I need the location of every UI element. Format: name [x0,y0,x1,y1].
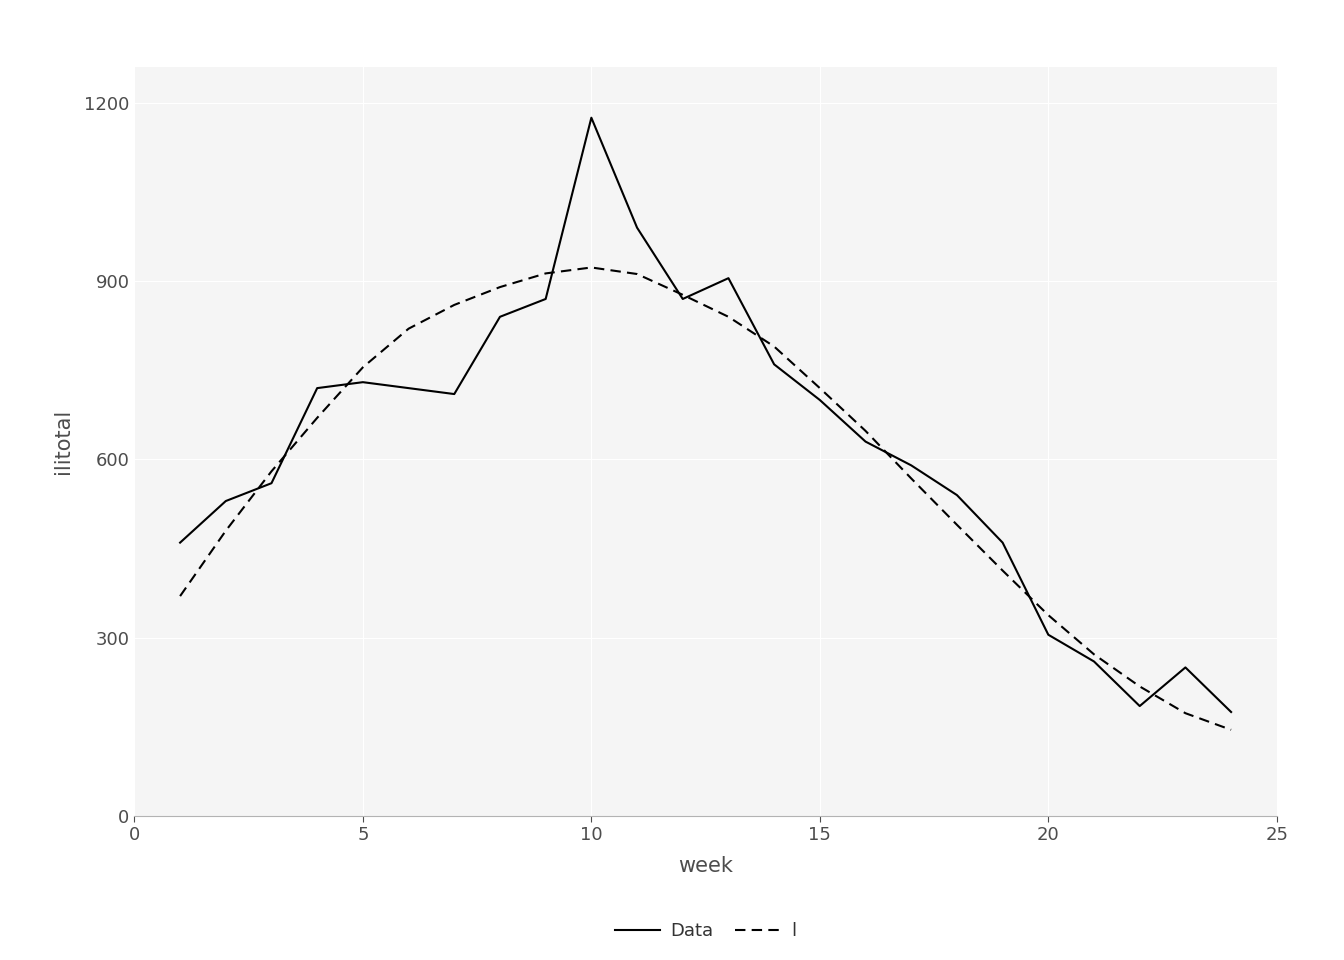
X-axis label: week: week [679,855,732,876]
Data [629,222,645,233]
l [629,268,645,279]
l [1177,708,1193,719]
Y-axis label: ilitotal: ilitotal [52,409,73,474]
Data [1132,700,1148,711]
Data [675,293,691,304]
l [812,382,828,394]
Data [263,477,280,489]
Data [1086,656,1102,667]
Data [812,395,828,406]
l [949,519,965,531]
l [1086,649,1102,660]
Data [401,382,417,394]
Data [1040,629,1056,640]
Data [995,537,1011,548]
Line: Data: Data [180,118,1231,712]
Data [1177,661,1193,673]
Data [949,490,965,501]
Data [720,273,737,284]
Data [857,436,874,447]
l [492,281,508,293]
l [446,300,462,311]
l [263,466,280,477]
l [355,362,371,373]
l [1040,610,1056,621]
Data [1223,707,1239,718]
Data [492,311,508,323]
l [675,289,691,300]
l [720,311,737,323]
Data [172,537,188,548]
l [401,323,417,334]
Legend: Data, l: Data, l [607,915,804,948]
Data [538,293,554,304]
l [766,341,782,352]
l [309,412,325,423]
Data [309,382,325,394]
Line: l: l [180,268,1231,730]
l [857,425,874,437]
l [1132,681,1148,692]
l [1223,724,1239,735]
l [172,590,188,602]
Data [583,112,599,124]
Data [766,359,782,371]
l [583,262,599,274]
l [995,564,1011,576]
l [903,472,919,484]
l [538,268,554,279]
Data [355,376,371,388]
l [218,525,234,537]
Data [218,495,234,507]
Data [903,460,919,471]
Data [446,388,462,399]
